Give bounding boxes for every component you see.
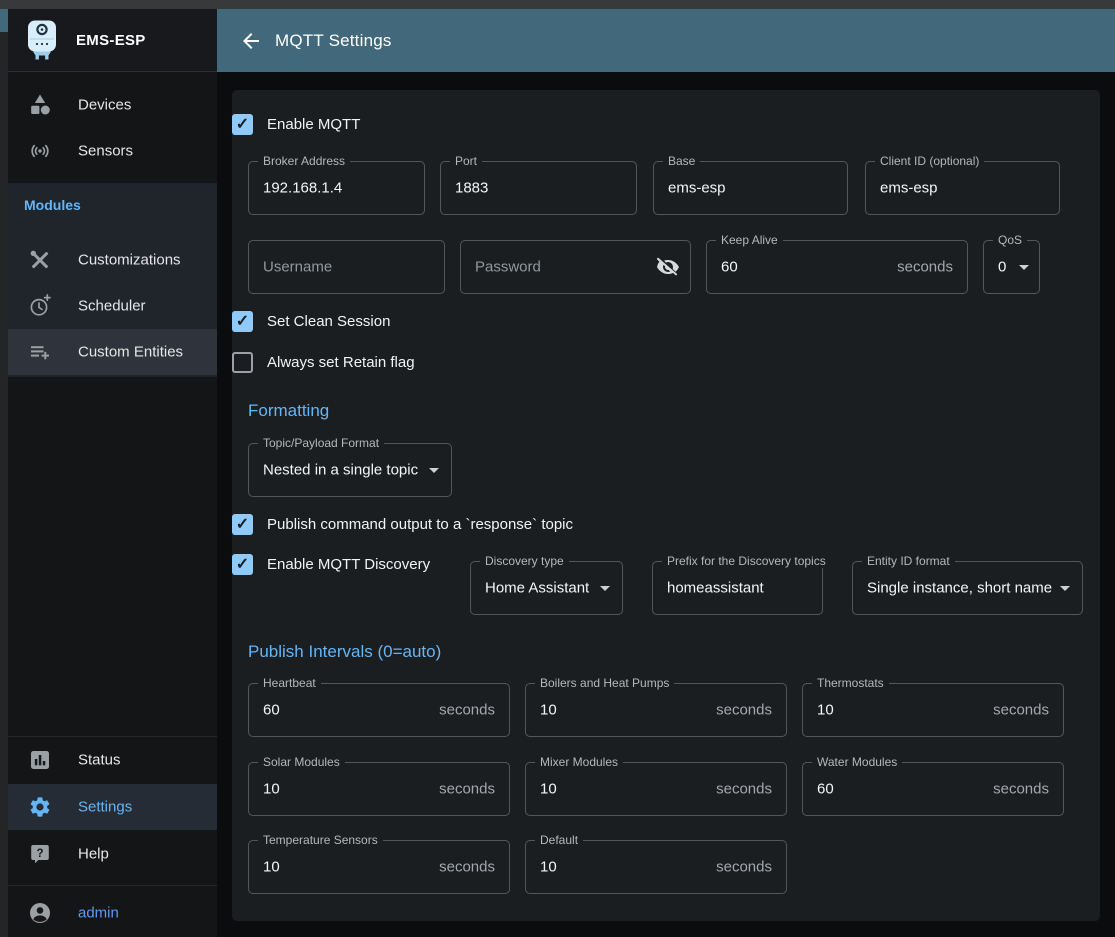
sidebar-item-customizations[interactable]: Customizations (8, 237, 217, 283)
sidebar-item-custom-entities[interactable]: Custom Entities (8, 329, 217, 375)
signed-in-user: admin (78, 904, 119, 922)
port-field[interactable]: Port 1883 (440, 154, 637, 215)
category-icon (31, 94, 50, 115)
chevron-down-icon (1019, 265, 1029, 270)
topic-payload-format-select[interactable]: Topic/Payload Format Nested in a single … (248, 436, 452, 497)
chevron-down-icon (1060, 586, 1070, 591)
schedule-plus-icon (30, 294, 51, 316)
construction-icon (30, 250, 49, 269)
sidebar-item-status[interactable]: Status (8, 737, 217, 783)
interval-solar-field[interactable]: Solar Modules 10 seconds (248, 755, 510, 816)
app-title: EMS-ESP (76, 32, 146, 49)
interval-default-field[interactable]: Default 10 seconds (525, 833, 787, 894)
chevron-down-icon (600, 586, 610, 591)
sidebar-divider (8, 885, 217, 886)
sidebar-item-admin[interactable]: admin (8, 890, 217, 936)
gear-icon (30, 797, 50, 817)
sidebar-item-label: Devices (78, 96, 132, 114)
interval-heartbeat-field[interactable]: Heartbeat 60 seconds (248, 676, 510, 737)
enable-discovery-checkbox[interactable]: Enable MQTT Discovery (232, 554, 430, 575)
sidebar-item-label: Custom Entities (78, 343, 184, 361)
formatting-heading: Formatting (248, 401, 330, 420)
interval-water-field[interactable]: Water Modules 60 seconds (802, 755, 1064, 816)
publish-response-checkbox[interactable]: Publish command output to a `response` t… (232, 514, 573, 535)
clean-session-checkbox[interactable]: Set Clean Session (232, 311, 390, 332)
sidebar-item-help[interactable]: ? Help (8, 831, 217, 877)
boiler-logo-icon (28, 20, 56, 60)
account-circle-icon (30, 903, 50, 923)
bar-chart-icon (31, 751, 49, 769)
sidebar-item-label: Status (78, 751, 121, 769)
app-bar: MQTT Settings (217, 9, 1115, 72)
window-left-edge (0, 9, 8, 937)
interval-boilers-field[interactable]: Boilers and Heat Pumps 10 seconds (525, 676, 787, 737)
interval-thermostats-field[interactable]: Thermostats 10 seconds (802, 676, 1064, 737)
sidebar-divider (8, 736, 217, 737)
sidebar-item-label: Settings (78, 798, 133, 816)
page-title: MQTT Settings (275, 30, 392, 50)
sidebar: EMS-ESP Devices Sensors Modules (8, 9, 217, 937)
chevron-down-icon (429, 468, 439, 473)
sidebar-item-scheduler[interactable]: Scheduler (8, 283, 217, 329)
checkbox-checked-icon[interactable] (232, 311, 253, 332)
keep-alive-field[interactable]: Keep Alive 60 seconds (706, 233, 968, 294)
publish-intervals-heading: Publish Intervals (0=auto) (248, 642, 442, 661)
modules-section-header: Modules (24, 197, 81, 213)
checkbox-checked-icon[interactable] (232, 514, 253, 535)
checkbox-checked-icon[interactable] (232, 554, 253, 575)
broker-address-field[interactable]: Broker Address 192.168.1.4 (248, 154, 425, 215)
checkbox-unchecked-icon[interactable] (232, 352, 253, 373)
svg-text:?: ? (36, 848, 43, 860)
sidebar-header: EMS-ESP (8, 9, 217, 72)
sidebar-item-label: Customizations (78, 251, 181, 269)
sidebar-item-settings[interactable]: Settings (8, 784, 217, 830)
checkbox-checked-icon[interactable] (232, 114, 253, 135)
sidebar-item-devices[interactable]: Devices (8, 82, 217, 128)
help-bubble-icon: ? (31, 845, 49, 864)
retain-flag-checkbox[interactable]: Always set Retain flag (232, 352, 415, 373)
window-left-edge-accent (0, 9, 8, 32)
interval-mixer-field[interactable]: Mixer Modules 10 seconds (525, 755, 787, 816)
playlist-add-icon (31, 346, 49, 360)
sidebar-item-label: Scheduler (78, 297, 146, 315)
discovery-type-select[interactable]: Discovery type Home Assistant (470, 554, 623, 615)
entity-id-format-select[interactable]: Entity ID format Single instance, short … (852, 554, 1083, 615)
sidebar-item-sensors[interactable]: Sensors (8, 128, 217, 174)
username-field[interactable]: Username (248, 240, 445, 294)
window-top-edge (0, 0, 1115, 9)
interval-temperature-field[interactable]: Temperature Sensors 10 seconds (248, 833, 510, 894)
sidebar-item-label: Help (78, 845, 109, 863)
sidebar-item-label: Sensors (78, 142, 134, 160)
client-id-field[interactable]: Client ID (optional) ems-esp (865, 154, 1060, 215)
main-content: Enable MQTT Broker Address 192.168.1.4 P… (217, 72, 1115, 937)
discovery-prefix-field[interactable]: Prefix for the Discovery topics homeassi… (652, 554, 831, 615)
qos-select[interactable]: QoS 0 (983, 233, 1040, 294)
visibility-off-icon[interactable] (656, 255, 680, 279)
password-field[interactable]: Password (460, 240, 691, 294)
base-field[interactable]: Base ems-esp (653, 154, 848, 215)
mqtt-settings-card: Enable MQTT Broker Address 192.168.1.4 P… (232, 90, 1100, 921)
enable-mqtt-checkbox[interactable]: Enable MQTT (232, 114, 360, 135)
sidebar-modules-section: Modules Customizations Scheduler (8, 183, 217, 377)
arrow-back-icon[interactable] (239, 29, 263, 53)
sensors-icon (31, 144, 49, 158)
